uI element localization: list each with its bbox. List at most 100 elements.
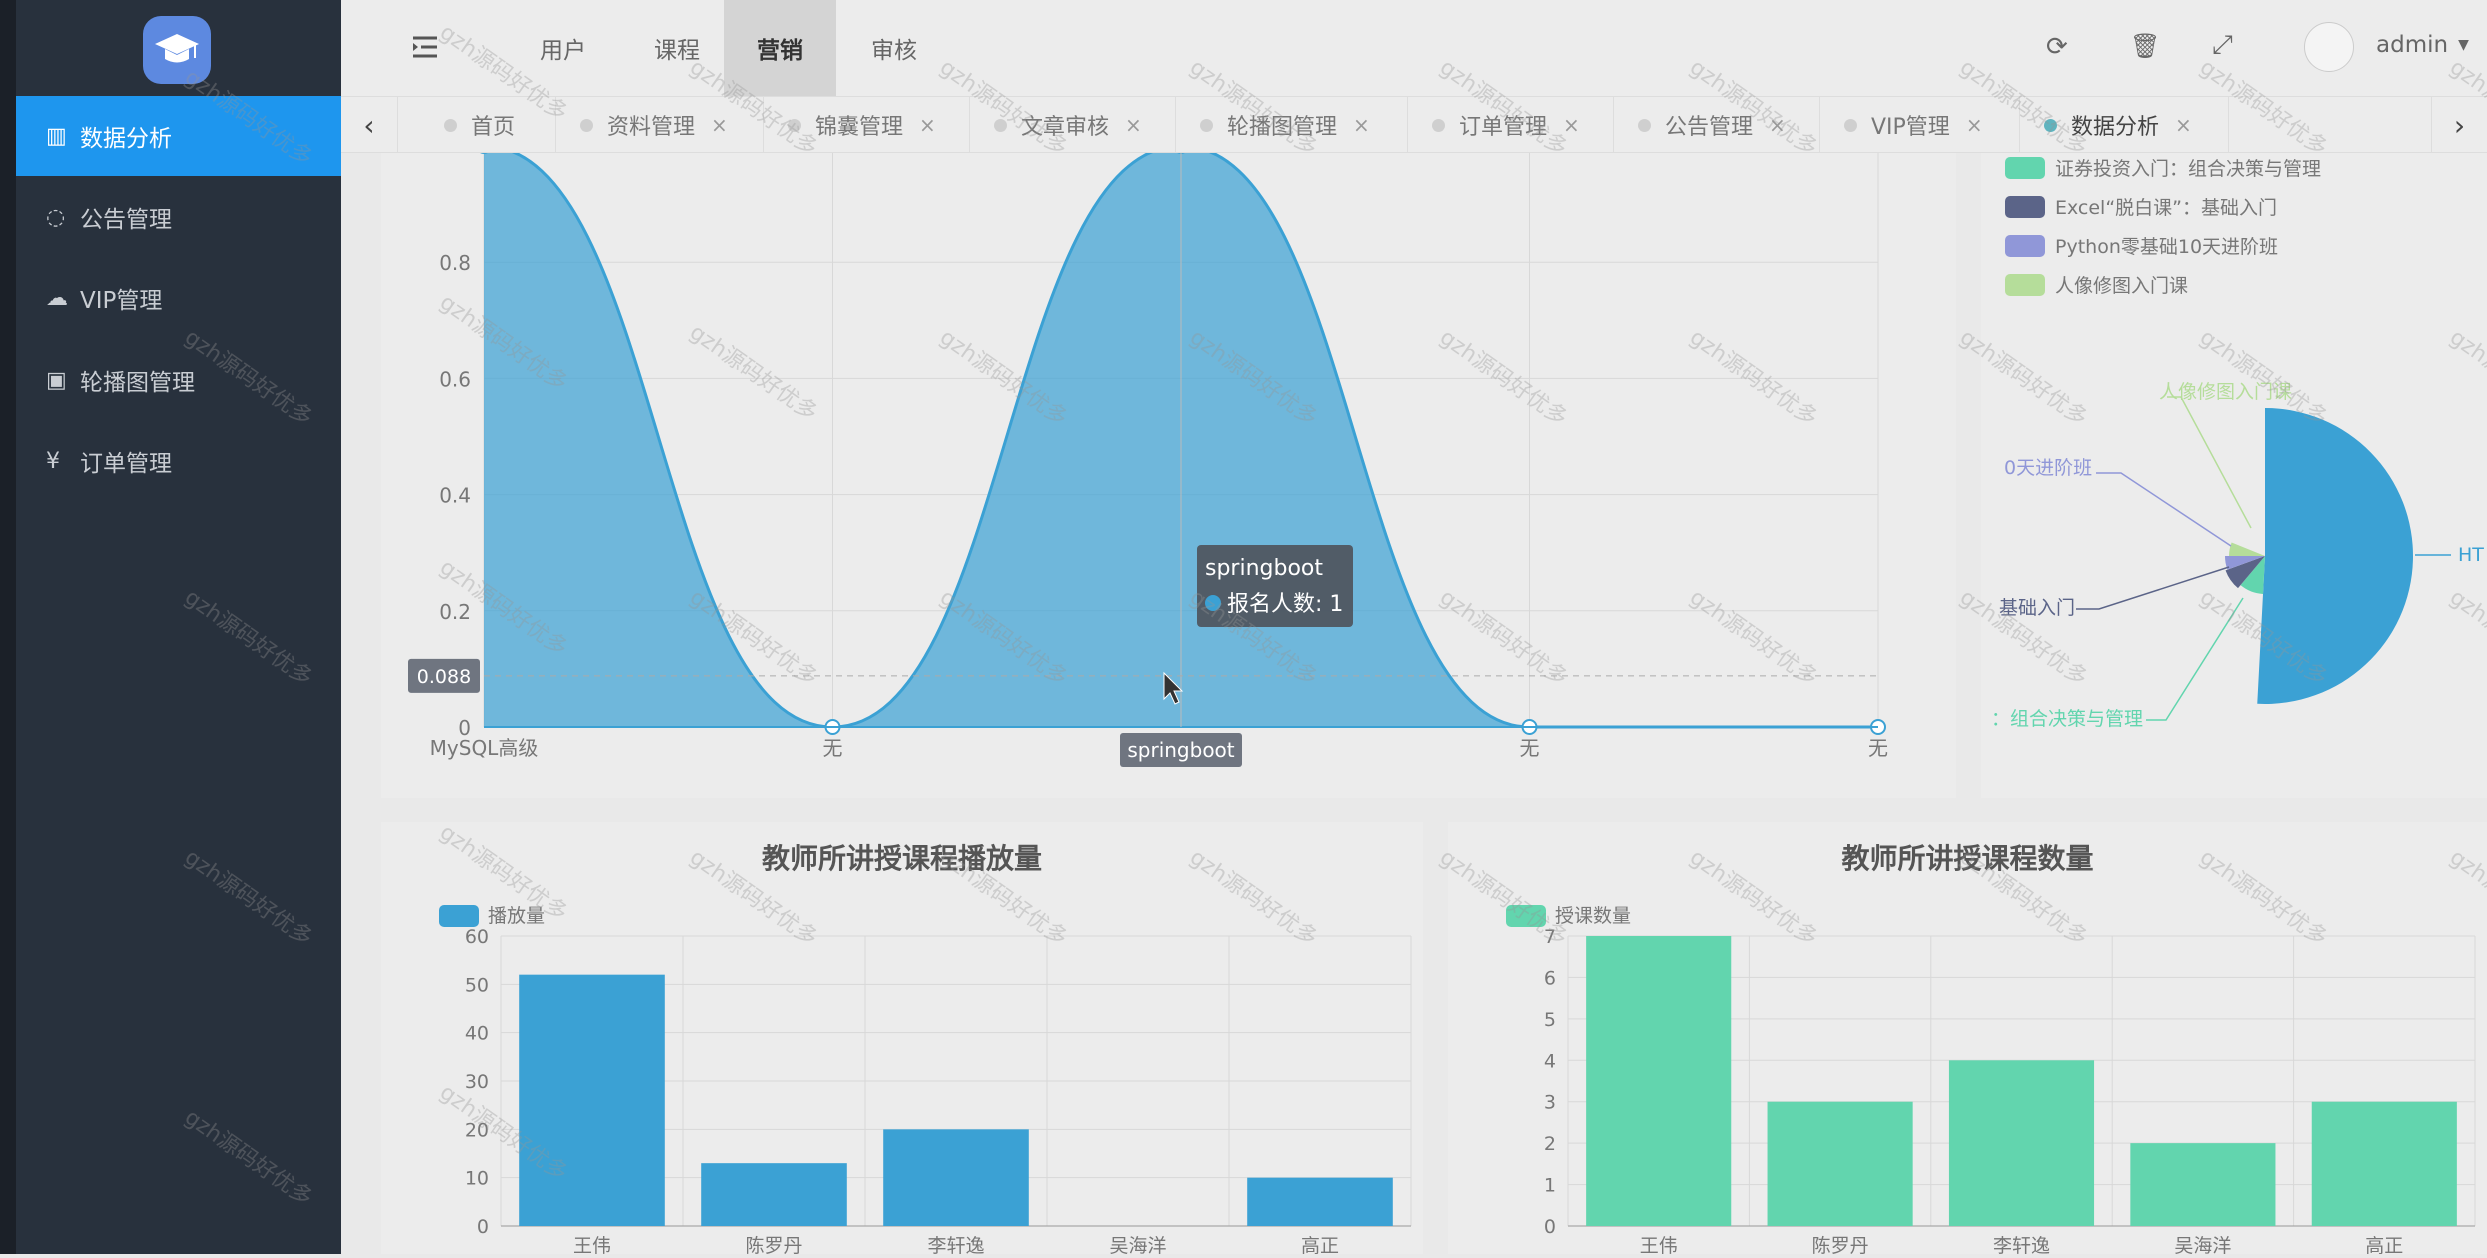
tab-dot-icon (1638, 118, 1651, 132)
sidebar-item-label: 数据分析 (80, 126, 172, 152)
tab-label: 公告管理 (1665, 115, 1754, 140)
tab-article-review[interactable]: 文章审核 × (969, 97, 1175, 153)
tab-dot-icon (1200, 118, 1213, 132)
tab-materials[interactable]: 资料管理 × (555, 97, 763, 153)
pie-slice-photo (2229, 542, 2265, 556)
y-tick-label: 40 (465, 1023, 489, 1045)
pointer-y-badge (408, 658, 480, 693)
trash-icon[interactable]: 🗑 (2130, 32, 2161, 60)
tab-close-icon[interactable]: × (919, 113, 936, 137)
tab-label: 订单管理 (1459, 115, 1548, 140)
pie-slice-label: 基础入门 (1999, 597, 2075, 619)
x-tick-label: 高正 (2365, 1235, 2403, 1254)
area-chart: 0 0.2 0.4 0.6 0.8 MySQL高级 无 无 无 0.088 springboot sp… (408, 138, 1888, 767)
tab-close-icon[interactable]: × (2175, 113, 2192, 137)
topnav-review[interactable]: 审核 (871, 38, 917, 64)
topnav-courses[interactable]: 课程 (654, 38, 700, 64)
tab-close-icon[interactable]: × (1965, 113, 1983, 137)
user-menu[interactable]: admin ▼ (2376, 32, 2469, 58)
tab-vip[interactable]: VIP管理 × (1819, 97, 2019, 153)
topnav-users[interactable]: 用户 (540, 38, 586, 64)
bar (2311, 1101, 2457, 1226)
sidebar-item-carousel[interactable]: ▣ 轮播图管理 (16, 340, 341, 420)
tab-carousel[interactable]: 轮播图管理 × (1175, 97, 1407, 153)
sidebar-item-announcements[interactable]: ◌ 公告管理 (16, 177, 341, 257)
tab-label: VIP管理 (1871, 115, 1950, 140)
pie-legend-swatch (2005, 157, 2045, 179)
topnav-marketing[interactable]: 营销 (724, 0, 836, 96)
sidebar-item-orders[interactable]: ¥ 订单管理 (16, 421, 341, 501)
chart-title: 教师所讲授课程数量 (1841, 842, 2093, 875)
sidebar-item-vip[interactable]: ☁ VIP管理 (16, 258, 341, 338)
tab-close-icon[interactable]: × (1353, 113, 1370, 137)
y-tick-label: 4 (1544, 1050, 1556, 1072)
y-tick-label: 50 (465, 974, 489, 996)
fullscreen-icon[interactable]: ⤢ (2212, 30, 2233, 60)
chart-title: 教师所讲授课程播放量 (762, 842, 1042, 875)
yen-coin-icon: ¥ (46, 448, 60, 474)
x-tick-label: 吴海洋 (2174, 1235, 2231, 1254)
tabs-scroll-left-icon[interactable]: ‹ (363, 108, 375, 142)
tabs-scroll-right-icon[interactable]: › (2431, 97, 2487, 153)
tab-close-icon[interactable]: × (1563, 113, 1580, 137)
legend-label: 授课数量 (1555, 905, 1631, 927)
x-tick-label: 吴海洋 (1109, 1235, 1166, 1254)
pie-slice-excel (2225, 556, 2265, 589)
sidebar-item-label: 订单管理 (80, 451, 172, 477)
pie-slice-ht (2257, 408, 2413, 705)
tooltip-series-dot (1205, 595, 1221, 611)
pie-slice-label: 人像修图入门课 (2159, 381, 2292, 403)
tab-close-icon[interactable]: × (1769, 113, 1786, 137)
y-tick-label: 3 (1544, 1092, 1556, 1114)
camera-icon: ▣ (46, 367, 67, 393)
legend-swatch (1506, 905, 1546, 927)
pie-chart-card: 证券投资入门：组合决策与管理 Excel“脱白课”：基础入门 Python零基础10… (1981, 153, 2487, 798)
pointer-x-badge (1120, 733, 1242, 767)
x-tick-label: 高正 (1301, 1235, 1339, 1254)
bar (1247, 1177, 1393, 1226)
x-tick-label: 无 (1868, 736, 1888, 760)
x-tick-label: MySQL高级 (430, 736, 539, 760)
y-tick-label: 6 (1544, 967, 1556, 989)
bar-chart-icon: ▥ (46, 123, 67, 149)
tab-close-icon[interactable]: × (711, 113, 728, 137)
tab-orders[interactable]: 订单管理 × (1407, 97, 1613, 153)
pie-chart: 证券投资入门：组合决策与管理 Excel“脱白课”：基础入门 Python零基础10… (1991, 157, 2484, 730)
play-count-chart-card: 教师所讲授课程播放量 播放量 0 10 20 30 40 50 60 王伟 陈罗丹 李轩逸 吴海洋 高正 (381, 822, 1423, 1257)
sidebar-item-data-analysis[interactable]: ▥ 数据分析 (16, 96, 341, 176)
graduation-cap-logo-icon (143, 16, 211, 84)
y-tick-label: 0.4 (439, 484, 471, 508)
tab-tips[interactable]: 锦囊管理 × (763, 97, 969, 153)
tabs-bar: ‹ 首页 资料管理 × 锦囊管理 × 文章审核 × 轮播图管理 × 订单管理 × 公告管理… (341, 96, 2487, 153)
pie-slice-label: 0天进阶班 (2004, 457, 2092, 479)
pie-legend-swatch (2005, 235, 2045, 257)
bar (1948, 1060, 2095, 1226)
bar (883, 1129, 1029, 1226)
y-tick-label: 1 (1544, 1175, 1556, 1197)
mouse-cursor-icon (1163, 671, 1184, 705)
x-tick-label: 无 (823, 736, 843, 760)
tab-home[interactable]: 首页 (397, 97, 543, 153)
tab-close-icon[interactable]: × (1125, 113, 1142, 137)
pie-leader-line (2096, 472, 2232, 547)
pie-legend-swatch (2005, 274, 2045, 296)
tab-label: 文章审核 (1021, 115, 1110, 140)
bar (519, 974, 665, 1226)
tab-dot-icon (2044, 118, 2057, 132)
y-tick-label: 2 (1544, 1133, 1556, 1155)
y-tick-label: 7 (1544, 926, 1556, 948)
tab-data-analysis[interactable]: 数据分析 × (2019, 97, 2229, 153)
user-name: admin (2376, 32, 2449, 58)
refresh-icon[interactable]: ⟳ (2046, 32, 2068, 62)
pie-legend-swatch (2005, 196, 2045, 218)
tab-label: 轮播图管理 (1227, 115, 1338, 140)
bar (1586, 936, 1732, 1226)
tab-announcements[interactable]: 公告管理 × (1613, 97, 1819, 153)
avatar[interactable] (2304, 22, 2354, 72)
menu-toggle-icon[interactable] (411, 34, 439, 60)
pie-legend-label: 证券投资入门：组合决策与管理 (2055, 158, 2321, 180)
cloud-icon: ☁ (46, 285, 68, 311)
tab-dot-icon (580, 118, 593, 132)
tab-label: 资料管理 (607, 115, 696, 140)
